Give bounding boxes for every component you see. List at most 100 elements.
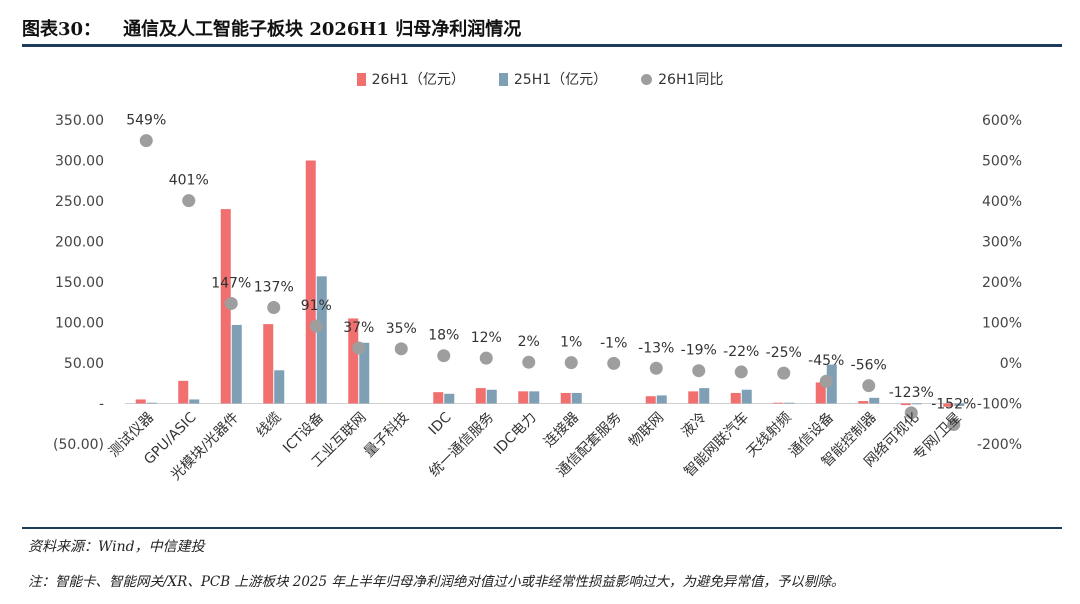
yoy-data-label: -22% <box>723 344 759 360</box>
yoy-point <box>777 366 791 380</box>
yoy-point <box>734 365 748 379</box>
category-label: 天线射频 <box>744 410 795 461</box>
yoy-data-label: -123% <box>889 385 934 401</box>
bar-26h1 <box>688 391 699 404</box>
bar-26h1 <box>730 392 741 404</box>
right-axis-tick-label: 0% <box>1000 356 1022 372</box>
legend-swatch-26h1 <box>356 72 366 86</box>
yoy-point <box>352 341 366 355</box>
figure-label: 图表30： <box>22 19 102 40</box>
yoy-point <box>692 364 706 378</box>
category-label: 物联网 <box>626 410 667 451</box>
left-axis-tick-label: 350.00 <box>55 113 104 129</box>
yoy-point <box>904 406 918 420</box>
bar-26h1 <box>900 403 911 406</box>
bar-26h1 <box>645 396 656 404</box>
left-axis-tick-label: 100.00 <box>55 316 104 332</box>
yoy-data-label: -25% <box>766 345 802 361</box>
footnote: 注：智能卡、智能网关/XR、PCB 上游板块 2025 年上半年归母净利润绝对值… <box>28 574 845 590</box>
yoy-point <box>182 194 196 208</box>
bar-26h1 <box>135 399 146 404</box>
yoy-data-label: 147% <box>211 275 251 291</box>
bar-25h1 <box>954 403 965 406</box>
legend-dot-yoy <box>641 73 653 85</box>
legend-swatch-25h1 <box>498 72 508 86</box>
left-axis-tick-label: - <box>99 397 104 413</box>
yoy-data-label: -152% <box>931 397 976 413</box>
yoy-point <box>479 351 493 365</box>
bar-25h1 <box>869 397 880 404</box>
right-axis-tick-label: 500% <box>982 154 1022 170</box>
yoy-data-label: -19% <box>681 343 717 359</box>
bar-25h1 <box>486 389 497 404</box>
bar-25h1 <box>741 389 752 404</box>
legend-item-26h1: 26H1（亿元） <box>356 68 465 90</box>
title-rule <box>22 44 1062 47</box>
yoy-point <box>309 319 323 333</box>
yoy-data-label: 137% <box>254 280 294 296</box>
bar-26h1 <box>518 391 529 404</box>
chart-legend: 26H1（亿元） 25H1（亿元） 26H1同比 <box>0 68 1080 90</box>
legend-label-yoy: 26H1同比 <box>658 72 724 88</box>
bar-25h1 <box>699 388 710 404</box>
right-axis-tick-label: 300% <box>982 235 1022 251</box>
bar-25h1 <box>231 324 242 404</box>
yoy-point <box>607 356 621 370</box>
yoy-data-label: 91% <box>301 298 332 314</box>
yoy-data-label: -1% <box>600 335 627 351</box>
right-axis-tick-label: 100% <box>982 316 1022 332</box>
left-axis-tick-label: 150.00 <box>55 275 104 291</box>
bar-25h1 <box>146 402 157 404</box>
category-label: IDC电力 <box>491 410 540 459</box>
yoy-point <box>267 301 281 315</box>
yoy-data-label: -13% <box>638 340 674 356</box>
bar-25h1 <box>784 402 795 404</box>
bar-25h1 <box>316 276 327 404</box>
bar-26h1 <box>475 388 486 404</box>
bar-25h1 <box>189 399 200 404</box>
legend-item-yoy: 26H1同比 <box>641 68 723 90</box>
category-label: 量子科技 <box>361 410 412 461</box>
bar-26h1 <box>263 324 274 404</box>
legend-item-25h1: 25H1（亿元） <box>498 68 608 90</box>
category-label: 线缆 <box>253 410 284 441</box>
yoy-data-label: 37% <box>343 320 374 336</box>
yoy-point <box>394 342 408 356</box>
bar-25h1 <box>359 342 370 404</box>
yoy-data-label: -56% <box>851 358 887 374</box>
yoy-point <box>139 134 153 148</box>
yoy-point <box>819 374 833 388</box>
yoy-point <box>862 379 876 393</box>
bar-25h1 <box>911 403 922 405</box>
bar-26h1 <box>433 392 444 404</box>
bottom-rule <box>22 527 1062 529</box>
right-axis-tick-label: -100% <box>977 397 1022 413</box>
figure-title-text: 通信及人工智能子板块 2026H1 归母净利润情况 <box>123 19 522 40</box>
category-label: IDC <box>426 409 455 438</box>
right-axis-tick-label: 400% <box>982 194 1022 210</box>
yoy-data-label: 549% <box>126 113 166 129</box>
right-axis-tick-label: -200% <box>977 437 1022 453</box>
bar-26h1 <box>858 401 869 404</box>
bar-25h1 <box>529 391 540 404</box>
legend-label-26h1: 26H1（亿元） <box>371 72 465 88</box>
right-axis-tick-label: 600% <box>982 113 1022 129</box>
bar-26h1 <box>348 318 359 404</box>
category-label: 液冷 <box>678 410 709 441</box>
yoy-data-label: 12% <box>471 330 502 346</box>
bar-25h1 <box>444 393 455 404</box>
bar-25h1 <box>274 370 285 404</box>
legend-label-25h1: 25H1（亿元） <box>513 72 608 88</box>
source-note: 资料来源：Wind，中信建投 <box>28 539 205 555</box>
bar-26h1 <box>773 402 784 404</box>
yoy-data-label: 2% <box>518 334 540 350</box>
yoy-data-label: 1% <box>560 335 582 351</box>
bar-26h1 <box>815 382 826 404</box>
yoy-data-label: 18% <box>428 328 459 344</box>
yoy-data-label: 35% <box>386 321 417 337</box>
left-axis-tick-label: 50.00 <box>64 356 104 372</box>
left-axis-tick-label: (50.00) <box>53 437 104 453</box>
bar-25h1 <box>571 392 582 404</box>
yoy-data-label: -45% <box>808 353 844 369</box>
